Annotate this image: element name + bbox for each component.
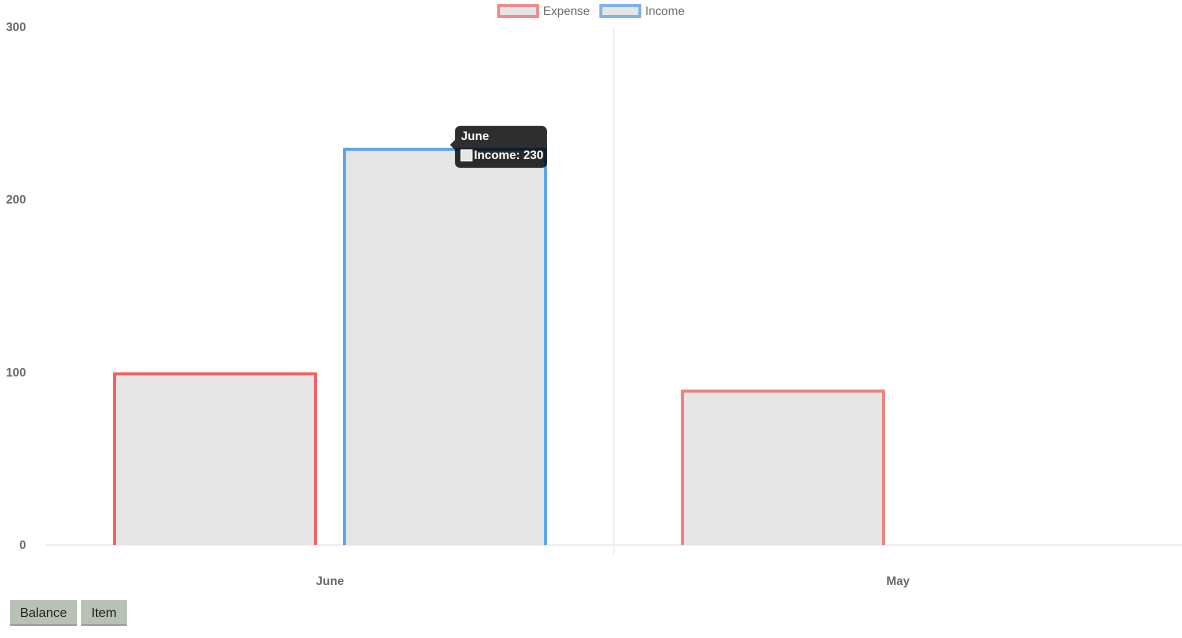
x-tick-label: May <box>886 574 910 588</box>
bar-expense-may <box>681 389 885 545</box>
tooltip: June Income: 230 <box>450 125 547 168</box>
tooltip-swatch <box>460 149 473 162</box>
tooltip-title: June <box>461 129 489 143</box>
bar-chart: 0 100 200 300 June May Expense Income June Inc… <box>6 4 1182 588</box>
legend-label-expense: Expense <box>543 4 590 18</box>
legend: Expense Income <box>497 4 685 18</box>
legend-swatch-income <box>599 4 642 18</box>
x-axis: June May <box>316 574 910 588</box>
legend-label-income: Income <box>645 4 685 18</box>
legend-swatch-expense <box>497 4 540 18</box>
y-tick-label: 300 <box>6 20 26 34</box>
y-tick-label: 100 <box>6 365 26 379</box>
balance-button[interactable]: Balance <box>10 600 77 626</box>
tooltip-caret <box>450 139 455 150</box>
item-button[interactable]: Item <box>80 600 127 626</box>
tooltip-box <box>455 125 547 168</box>
bars <box>113 147 885 545</box>
bar-border <box>681 389 885 545</box>
x-tick-label: June <box>316 574 344 588</box>
bar-expense-june <box>113 372 317 545</box>
y-tick-label: 200 <box>6 193 26 207</box>
y-tick-label: 0 <box>19 538 26 552</box>
bar-border <box>343 147 547 545</box>
tooltip-label: Income: 230 <box>474 148 544 162</box>
bar-income-june <box>343 147 547 545</box>
button-bar: Balance Item <box>10 600 127 626</box>
y-axis: 0 100 200 300 <box>6 20 26 552</box>
bar-border <box>113 372 317 545</box>
